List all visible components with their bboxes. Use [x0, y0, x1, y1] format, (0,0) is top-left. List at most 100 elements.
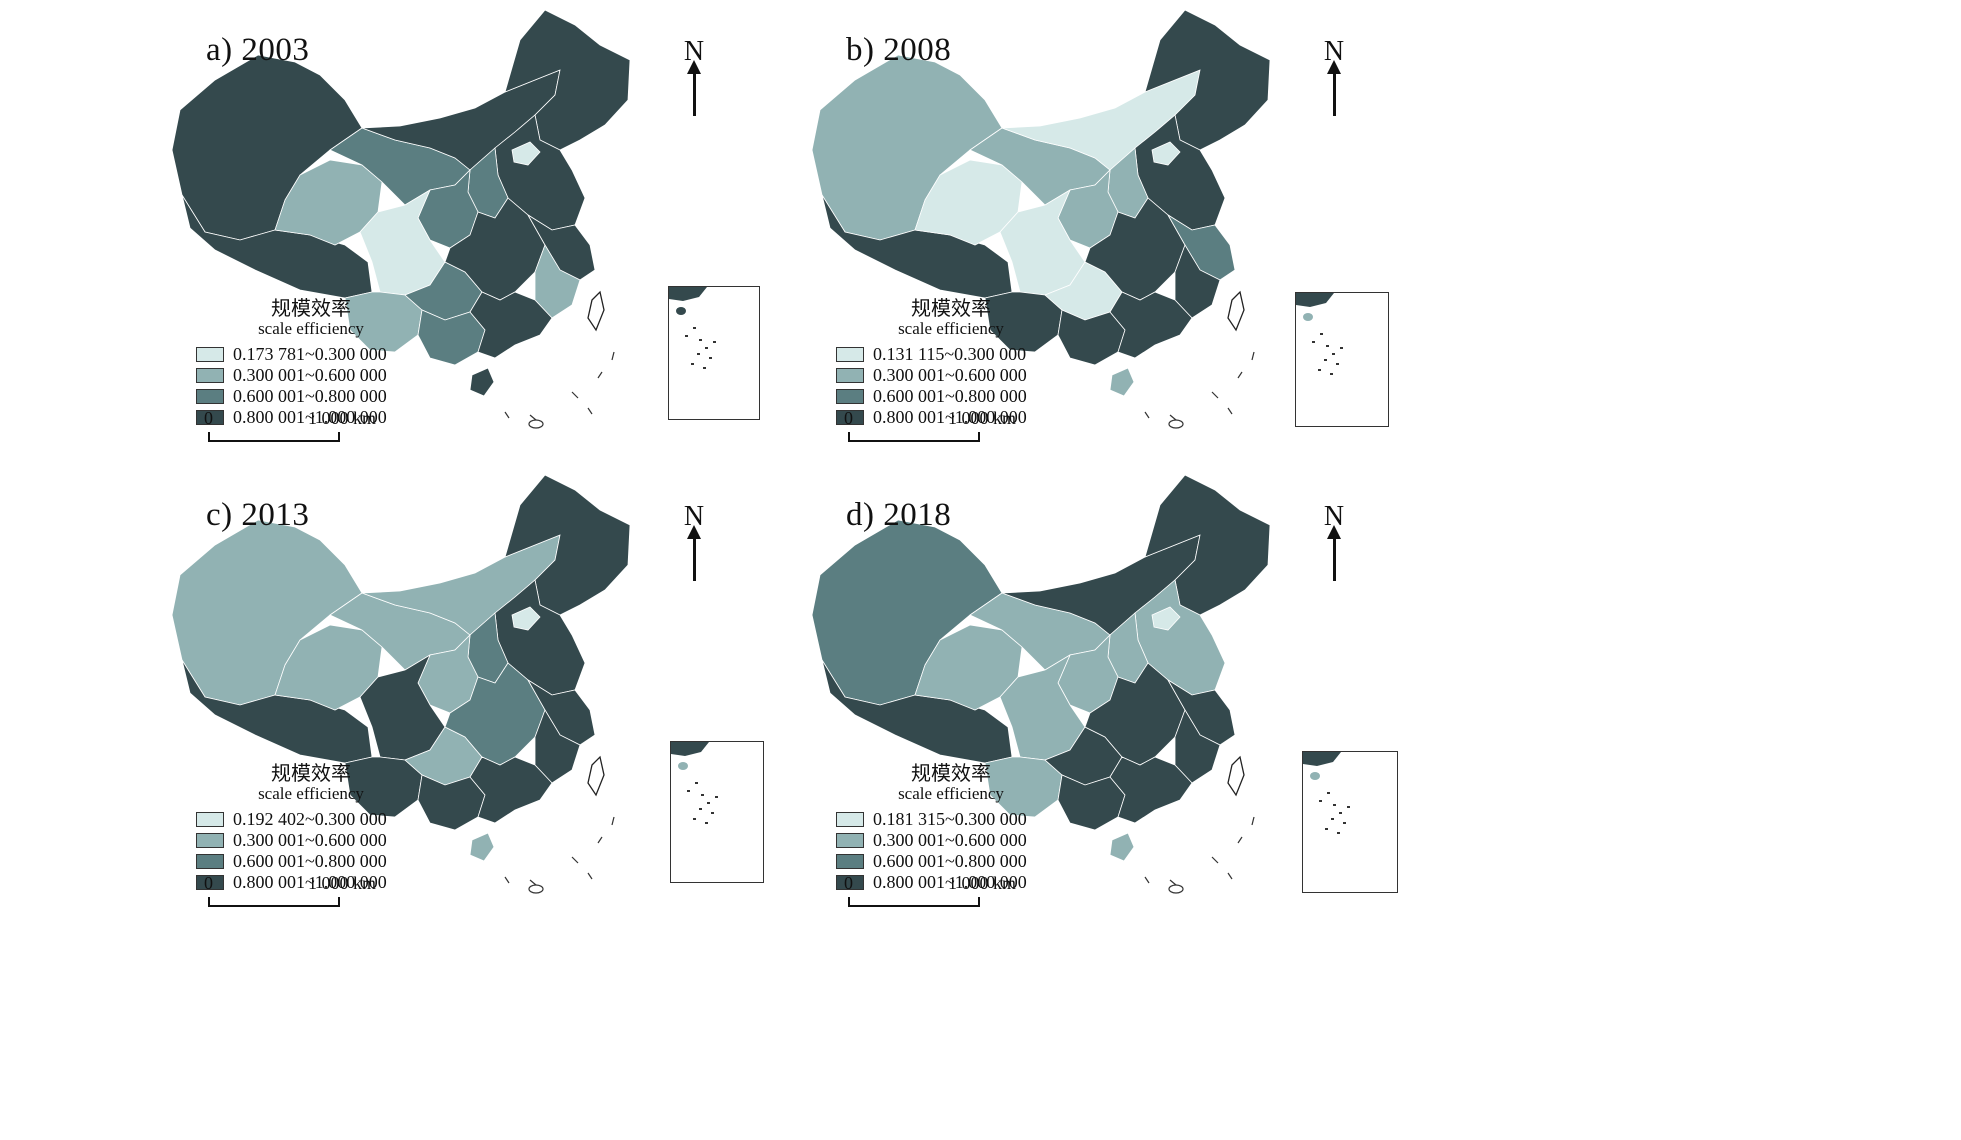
legend-swatch: [196, 410, 224, 425]
inset-island: [1324, 359, 1327, 361]
inset-island: [1347, 806, 1350, 808]
legend-swatch: [196, 833, 224, 848]
china-map: [811, 474, 1271, 894]
legend-item: 0.300 001~0.600 000: [196, 365, 426, 386]
legend-title-en: scale efficiency: [898, 319, 1004, 338]
region-guangdong: [1109, 291, 1193, 359]
legend: 规模效率 scale efficiency 0.181 315~0.300 000 0…: [836, 763, 1066, 893]
island-mark: [1251, 351, 1255, 361]
island-mark: [1237, 371, 1243, 379]
island-mark: [1169, 414, 1177, 421]
inset-island: [697, 353, 700, 355]
region-tibet: [181, 659, 373, 764]
inset-map: [1303, 752, 1350, 834]
north-arrow-icon: [1326, 60, 1341, 116]
legend-swatch: [196, 368, 224, 383]
scale-zero: 0: [844, 408, 853, 428]
inset-island: [1336, 363, 1339, 365]
scale-distance: 1 000 km: [948, 408, 1017, 428]
legend: 规模效率 scale efficiency 0.173 781~0.300 000 0…: [196, 298, 426, 428]
legend-label: 0.600 001~0.800 000: [873, 851, 1027, 871]
legend-label: 0.300 001~0.600 000: [873, 365, 1027, 385]
legend-label: 0.600 001~0.800 000: [233, 386, 387, 406]
region-hainan: [1109, 367, 1135, 397]
legend-item: 0.131 115~0.300 000: [836, 344, 1066, 365]
legend-item: 0.300 001~0.600 000: [196, 830, 426, 851]
legend-item: 0.800 001~1.000 000: [836, 872, 1066, 893]
region-guangdong: [1109, 756, 1193, 824]
inset-island: [691, 363, 694, 365]
island-mark: [528, 419, 544, 429]
legend-item: 0.800 001~1.000 000: [836, 407, 1066, 428]
region-beijing: [511, 141, 541, 166]
map-panel-3: c) 2013 N 规模效率 scale efficiency 0.192 402~0.…: [0, 465, 980, 1035]
legend-swatch: [836, 410, 864, 425]
legend-swatch: [196, 389, 224, 404]
region-hainan: [469, 832, 495, 862]
inset-island: [705, 347, 708, 349]
south-china-sea-inset: [1302, 751, 1398, 893]
island-mark: [528, 884, 544, 894]
inset-island: [715, 796, 718, 798]
inset-map: [1296, 293, 1343, 375]
island-mark: [611, 816, 615, 826]
legend-label: 0.192 402~0.300 000: [233, 809, 387, 829]
inset-coast: [669, 287, 707, 301]
inset-island: [1333, 804, 1336, 806]
inset-hainan: [676, 307, 686, 315]
island-mark: [529, 414, 537, 421]
legend-title-cn: 规模效率: [271, 763, 351, 785]
island-mark: [571, 856, 579, 864]
region-sichuan: [359, 654, 446, 761]
legend-label: 0.800 001~1.000 000: [233, 872, 387, 892]
legend-item: 0.600 001~0.800 000: [836, 851, 1066, 872]
legend-item: 0.300 001~0.600 000: [836, 830, 1066, 851]
inset-island: [1343, 822, 1346, 824]
north-label: N: [1323, 501, 1345, 532]
scale-distance: 1 000 km: [308, 408, 377, 428]
island-mark: [1168, 884, 1184, 894]
inset-island: [1312, 341, 1315, 343]
region-tibet: [821, 659, 1013, 764]
legend-swatch: [836, 854, 864, 869]
panel-title: a) 2003: [206, 32, 310, 68]
panel-title: d) 2018: [846, 497, 952, 533]
island-mark: [504, 411, 510, 419]
inset-island: [1318, 369, 1321, 371]
inset-map: [671, 742, 718, 824]
legend-item: 0.800 001~1.000 000: [196, 407, 426, 428]
scale-bar-line: [848, 897, 980, 907]
legend-title-en: scale efficiency: [258, 319, 364, 338]
region-sichuan: [359, 189, 446, 296]
legend-item: 0.173 781~0.300 000: [196, 344, 426, 365]
legend-swatch: [196, 812, 224, 827]
region-guangdong: [469, 291, 553, 359]
inset-hainan: [1303, 313, 1313, 321]
region-sichuan: [999, 189, 1086, 296]
region-hainan: [1109, 832, 1135, 862]
south-china-sea-inset: [1295, 292, 1389, 427]
north-arrow: N: [1314, 36, 1354, 116]
scale-zero: 0: [204, 408, 213, 428]
region-northeast: [1144, 474, 1271, 616]
region-northeast: [504, 474, 631, 616]
legend-swatch: [836, 368, 864, 383]
island-mark: [571, 391, 579, 399]
legend-label: 0.300 001~0.600 000: [233, 365, 387, 385]
legend-swatch: [196, 875, 224, 890]
legend-label: 0.300 001~0.600 000: [873, 830, 1027, 850]
inset-island: [1326, 345, 1329, 347]
region-beijing: [511, 606, 541, 631]
region-hainan: [469, 367, 495, 397]
scale-bar-line: [208, 432, 340, 442]
legend-swatch: [836, 347, 864, 362]
legend: 规模效率 scale efficiency 0.192 402~0.300 000 0…: [196, 763, 426, 893]
region-northeast: [1144, 9, 1271, 151]
inset-hainan: [678, 762, 688, 770]
china-map: [811, 9, 1271, 429]
china-map: [171, 474, 631, 894]
inset-island: [1332, 353, 1335, 355]
legend-swatch: [836, 812, 864, 827]
legend-label: 0.800 001~1.000 000: [233, 407, 387, 427]
north-arrow: N: [674, 36, 714, 116]
